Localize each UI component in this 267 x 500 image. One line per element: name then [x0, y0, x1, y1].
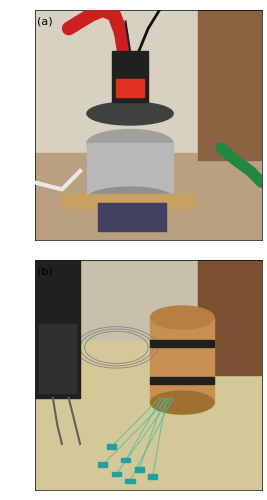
Bar — [121, 458, 130, 462]
Bar — [39, 324, 76, 394]
Bar — [98, 203, 166, 231]
Bar — [87, 144, 173, 199]
Bar — [198, 10, 262, 160]
Bar — [35, 260, 80, 398]
Text: (b): (b) — [37, 267, 53, 277]
Bar — [116, 79, 144, 98]
Text: (a): (a) — [37, 17, 53, 27]
Bar — [151, 378, 214, 384]
Ellipse shape — [87, 187, 173, 210]
Bar — [148, 474, 157, 478]
Bar — [35, 152, 262, 240]
Bar — [198, 260, 262, 375]
Ellipse shape — [87, 102, 173, 125]
Bar — [135, 467, 144, 471]
Ellipse shape — [87, 130, 173, 157]
Bar — [62, 194, 194, 208]
Bar — [151, 340, 214, 347]
Bar — [98, 462, 107, 467]
Bar — [125, 478, 135, 483]
Ellipse shape — [151, 391, 214, 414]
Ellipse shape — [151, 306, 214, 329]
Bar — [107, 444, 116, 448]
Bar — [112, 52, 148, 102]
Bar — [151, 318, 214, 402]
Bar — [112, 472, 121, 476]
Bar — [35, 340, 262, 490]
